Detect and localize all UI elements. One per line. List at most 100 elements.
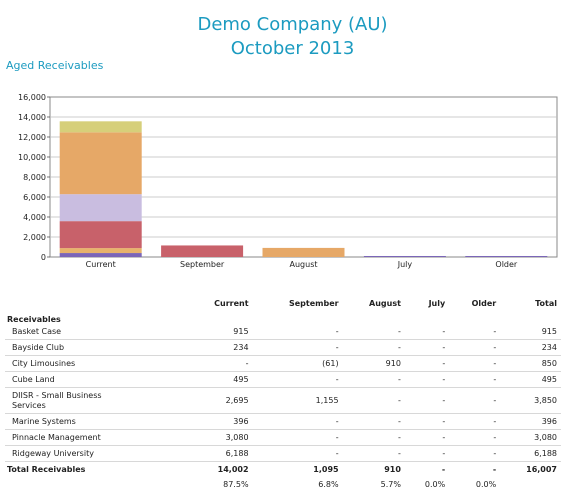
cell-total: 16,007: [500, 461, 561, 477]
cell-current: 3,080: [186, 429, 253, 446]
bar-segment: [59, 253, 142, 257]
cell-august: 5.7%: [380, 479, 401, 489]
table-row: Basket Case 915- - - -915: [5, 324, 561, 340]
cell-label: Cube Land: [5, 371, 187, 388]
cell-current: 87.5%: [223, 479, 249, 489]
cell-label: Bayside Club: [5, 339, 187, 356]
cell-total: 915: [500, 324, 561, 340]
cell-current: 234: [186, 339, 253, 356]
bar-segment: [161, 245, 244, 257]
cell-total: 3,850: [500, 387, 561, 414]
bar-segment: [59, 194, 142, 222]
bar-segment: [59, 248, 142, 254]
cell-september: -: [252, 371, 343, 388]
cell-total: 396: [500, 413, 561, 430]
cell-total: 850: [500, 355, 561, 372]
cell-august: -: [342, 339, 405, 356]
aged-receivables-chart: 0 2,000 4,000 6,000 8,000 10,000 12,000 14,000 1…: [18, 93, 558, 269]
table-row: Marine Systems 396- - - -396: [5, 413, 561, 430]
y-tick-label: 10,000: [18, 153, 46, 162]
cell-label: Ridgeway University: [5, 445, 187, 462]
header-july: July: [428, 299, 446, 308]
bar-segment: [262, 247, 345, 257]
y-tick-label: 8,000: [23, 173, 46, 182]
cell-label: [5, 477, 186, 491]
cell-september: 1,095: [252, 461, 343, 477]
cell-july: -: [404, 355, 450, 372]
bar-segment: [59, 121, 142, 133]
cell-july: -: [404, 324, 450, 340]
cell-older: -: [449, 413, 501, 430]
header-september: September: [288, 299, 339, 308]
period-title: October 2013: [230, 38, 355, 59]
cell-current: -: [186, 355, 253, 372]
cell-total: 6,188: [500, 445, 561, 462]
header-current: Current: [214, 299, 249, 308]
cell-july: -: [404, 461, 450, 477]
cell-total: 495: [500, 371, 561, 388]
cell-september: -: [252, 339, 343, 356]
table-row: Pinnacle Management 3,080- - - -3,080: [5, 429, 561, 446]
table-row: Cube Land 495- - - -495: [5, 371, 561, 388]
bar-segment: [465, 256, 548, 257]
cell-older: -: [449, 445, 501, 462]
cell-older: -: [449, 339, 501, 356]
table-row: DIISR - Small Business Services 2,695 1,15…: [5, 387, 561, 414]
section-row: Receivables: [5, 308, 561, 324]
cell-current: 495: [186, 371, 253, 388]
report-title: Aged Receivables: [6, 59, 104, 72]
y-tick-label: 14,000: [18, 113, 46, 122]
cell-september: -: [252, 413, 343, 430]
bar-segment: [363, 256, 446, 257]
header-total: Total: [535, 299, 557, 308]
company-title: Demo Company (AU): [197, 14, 388, 35]
x-tick-label: August: [290, 260, 318, 269]
cell-august: -: [342, 387, 405, 414]
x-tick-label: Current: [86, 260, 116, 269]
cell-older: -: [449, 324, 501, 340]
y-tick-label: 0: [41, 253, 46, 262]
x-tick-label: July: [397, 260, 413, 269]
cell-label: City Limousines: [5, 355, 187, 372]
receivables-table: Current September August July Older Tota…: [5, 294, 561, 491]
cell-label: Basket Case: [5, 324, 187, 340]
cell-label: Marine Systems: [5, 413, 187, 430]
cell-current: 396: [186, 413, 253, 430]
total-row: Total Receivables 14,002 1,095 910- -16,007: [5, 461, 561, 477]
x-tick-label: September: [180, 260, 225, 269]
cell-current: 14,002: [186, 461, 253, 477]
cell-august: 910: [342, 355, 405, 372]
section-label: Receivables: [7, 315, 61, 324]
cell-july: -: [404, 429, 450, 446]
cell-august: -: [342, 445, 405, 462]
cell-august: -: [342, 429, 405, 446]
cell-august: -: [342, 413, 405, 430]
bar-segment: [59, 221, 142, 249]
cell-september: 6.8%: [318, 479, 339, 489]
cell-older: -: [449, 429, 501, 446]
cell-older: -: [449, 355, 501, 372]
table-row: Ridgeway University 6,188- - - -6,188: [5, 445, 561, 462]
cell-august: 910: [342, 461, 405, 477]
header-older: Older: [471, 299, 497, 308]
cell-july: -: [404, 413, 450, 430]
table-row: Bayside Club 234- - - -234: [5, 339, 561, 356]
cell-label: DIISR - Small Business Services: [5, 387, 187, 414]
table-row: City Limousines - (61) 910- -850: [5, 355, 561, 372]
table-header-row: Current September August July Older Tota…: [5, 294, 561, 308]
percent-row: 87.5% 6.8% 5.7% 0.0% 0.0%: [5, 477, 561, 491]
cell-july: -: [404, 371, 450, 388]
cell-september: -: [252, 445, 343, 462]
bar-segment: [59, 132, 142, 195]
cell-total: [500, 477, 561, 491]
cell-older: -: [449, 387, 501, 414]
cell-july: 0.0%: [424, 479, 446, 489]
cell-august: -: [342, 324, 405, 340]
cell-total: 3,080: [500, 429, 561, 446]
cell-older: -: [449, 371, 501, 388]
x-tick-label: Older: [495, 260, 518, 269]
cell-august: -: [342, 371, 405, 388]
cell-september: -: [252, 429, 343, 446]
cell-label: Total Receivables: [5, 461, 187, 477]
cell-july: -: [404, 339, 450, 356]
